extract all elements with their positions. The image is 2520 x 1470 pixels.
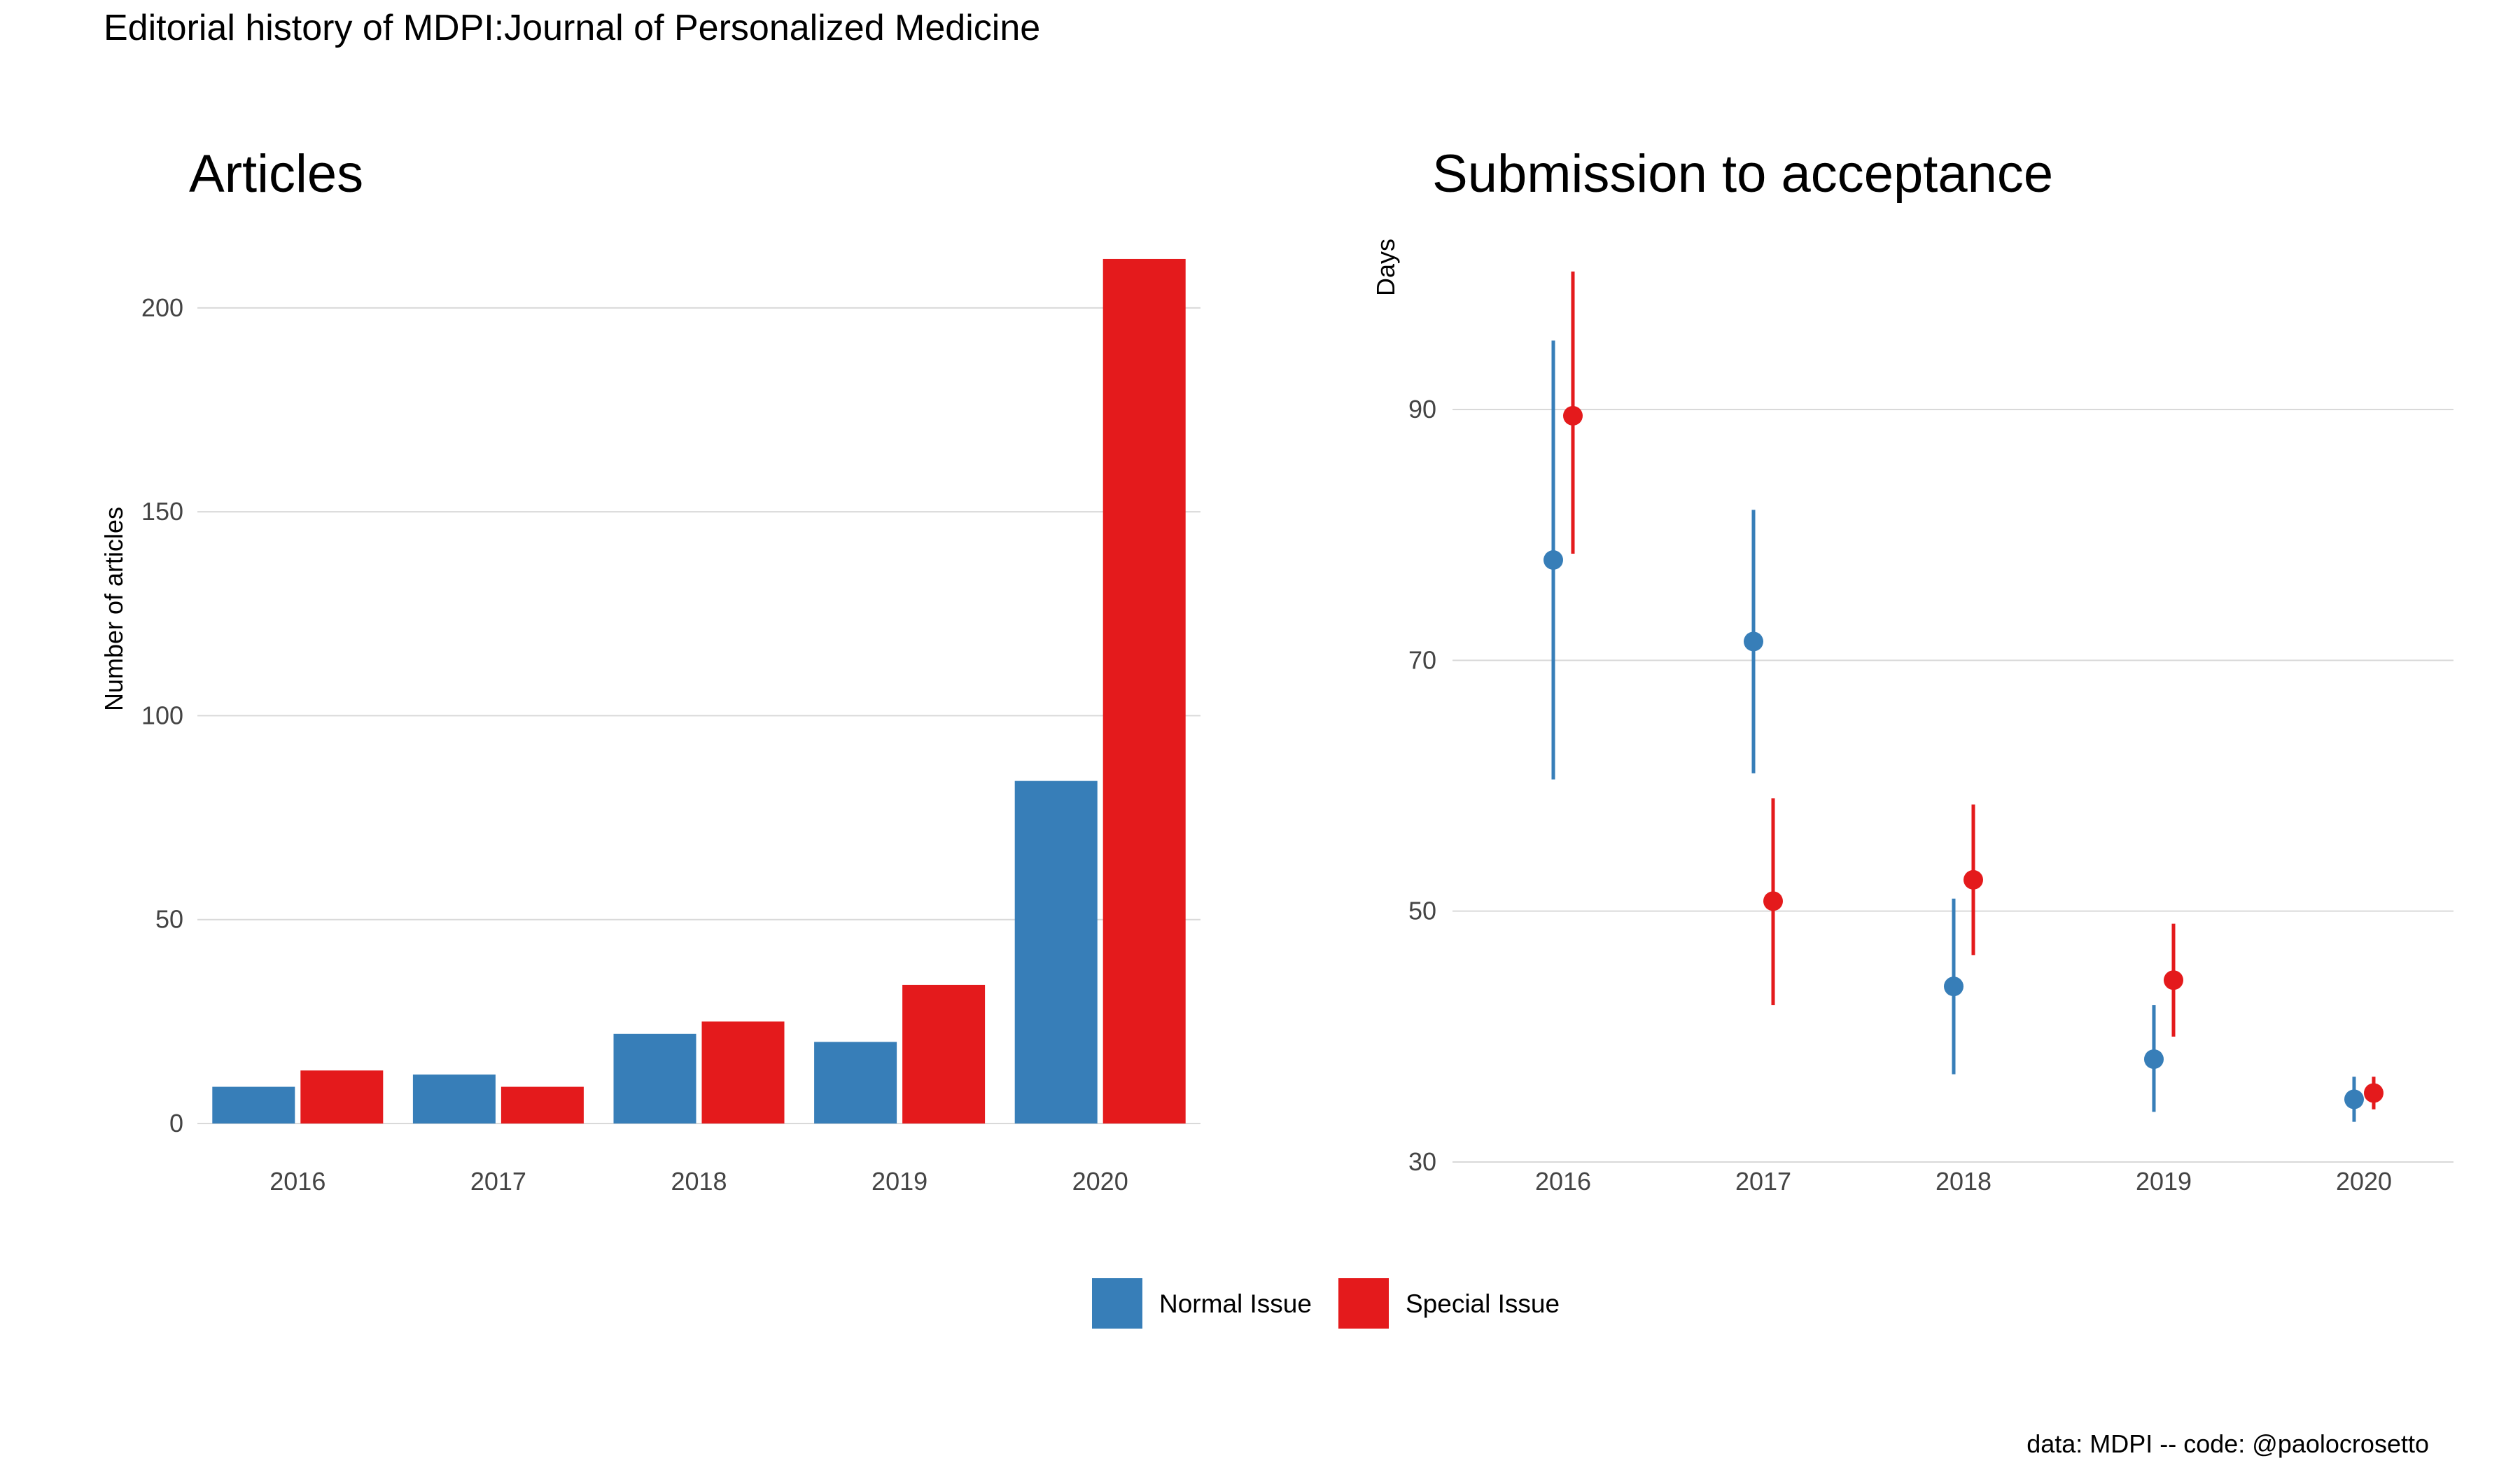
y-tick-label: 100 — [141, 701, 183, 729]
y-tick-label: 70 — [1408, 645, 1436, 674]
point-normal-issue — [2144, 1049, 2164, 1070]
bar-normal-issue — [212, 1086, 295, 1124]
y-axis-label: Number of articles — [99, 507, 128, 711]
x-tick-label: 2020 — [1072, 1167, 1128, 1196]
legend-swatch-special-issue — [1338, 1278, 1389, 1329]
point-normal-issue — [1544, 550, 1563, 570]
caption: data: MDPI -- code: @paolocrosetto — [2026, 1429, 2429, 1458]
x-tick-label: 2019 — [872, 1167, 927, 1196]
bar-special-issue — [300, 1070, 384, 1124]
y-tick-label: 200 — [141, 293, 183, 322]
point-special-issue — [1563, 405, 1583, 426]
point-special-issue — [1763, 891, 1783, 911]
bar-special-issue — [701, 1021, 785, 1124]
legend-swatch-normal-issue — [1092, 1278, 1142, 1329]
legend: Normal Issue Special Issue — [1092, 1278, 1560, 1329]
bar-special-issue — [1102, 258, 1186, 1124]
point-special-issue — [2164, 970, 2183, 990]
bar-special-issue — [902, 984, 986, 1124]
acceptance-range-chart: 30 50 70 90 2016 2017 2018 2019 2020 Days — [1371, 239, 2454, 1196]
x-tick-label: 2017 — [470, 1167, 526, 1196]
x-tick-label: 2019 — [2136, 1167, 2192, 1196]
y-tick-label: 50 — [155, 905, 183, 934]
bar-special-issue — [500, 1086, 584, 1124]
main-title: Editorial history of MDPI:Journal of Per… — [104, 8, 1041, 48]
y-tick-label: 30 — [1408, 1147, 1436, 1176]
bar-normal-issue — [613, 1033, 696, 1124]
x-tick-label: 2016 — [1535, 1167, 1591, 1196]
point-special-issue — [2364, 1083, 2384, 1103]
point-normal-issue — [2344, 1089, 2364, 1110]
y-tick-label: 0 — [169, 1109, 183, 1138]
legend-label-normal-issue: Normal Issue — [1159, 1289, 1312, 1318]
articles-panel-title: Articles — [189, 144, 364, 204]
x-tick-label: 2016 — [270, 1167, 326, 1196]
y-tick-label: 90 — [1408, 395, 1436, 424]
x-tick-label: 2020 — [2336, 1167, 2392, 1196]
y-tick-label: 150 — [141, 497, 183, 526]
point-normal-issue — [1744, 631, 1763, 652]
articles-bar-chart: 0 50 100 150 200 2016 2017 2018 2019 2020 Number o… — [99, 258, 1200, 1196]
point-special-issue — [1963, 869, 1983, 890]
y-tick-label: 50 — [1408, 897, 1436, 925]
legend-label-special-issue: Special Issue — [1406, 1289, 1560, 1318]
bar-normal-issue — [814, 1042, 897, 1124]
point-normal-issue — [1944, 976, 1963, 997]
x-tick-label: 2017 — [1735, 1167, 1791, 1196]
x-tick-label: 2018 — [671, 1167, 727, 1196]
acceptance-panel-title: Submission to acceptance — [1432, 144, 2054, 204]
x-tick-label: 2018 — [1935, 1167, 1991, 1196]
bar-normal-issue — [1014, 780, 1098, 1124]
bar-normal-issue — [412, 1074, 496, 1124]
y-axis-label: Days — [1371, 239, 1400, 296]
